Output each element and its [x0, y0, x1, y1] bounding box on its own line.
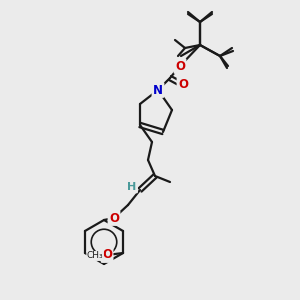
Text: H: H: [128, 182, 136, 192]
Text: N: N: [153, 83, 163, 97]
Text: CH₃: CH₃: [87, 251, 103, 260]
Text: O: O: [109, 212, 119, 224]
Text: O: O: [102, 248, 112, 262]
Text: O: O: [178, 79, 188, 92]
Text: O: O: [175, 59, 185, 73]
